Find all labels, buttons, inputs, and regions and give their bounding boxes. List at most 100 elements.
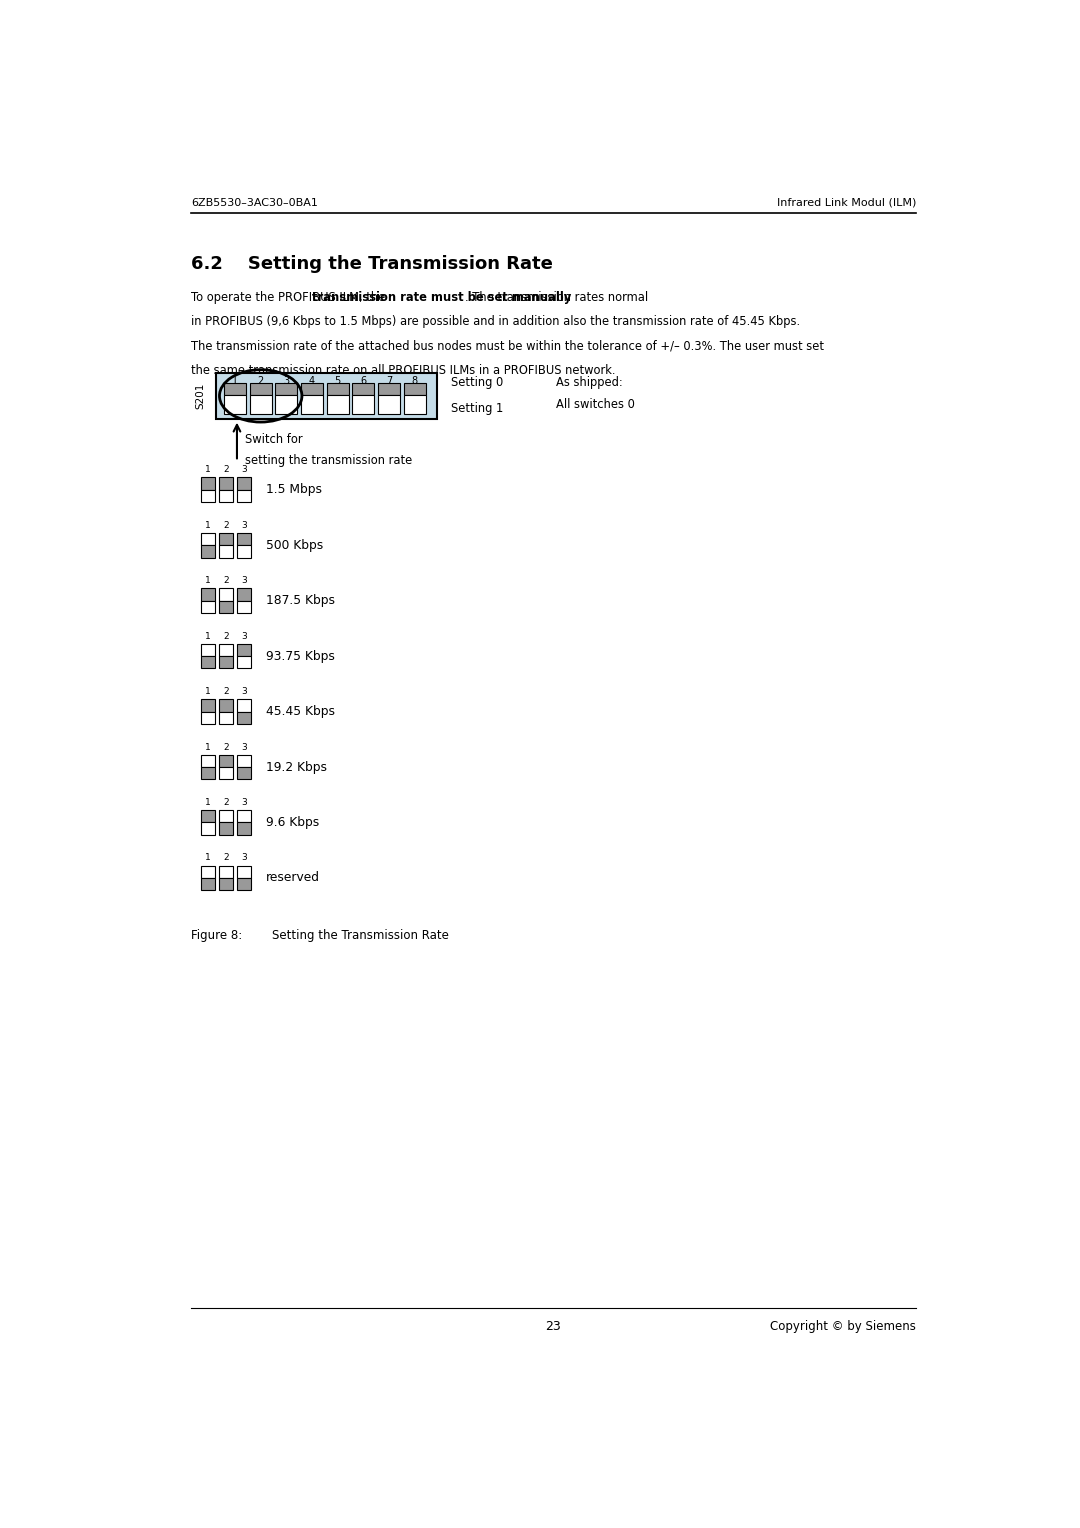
Bar (218, 545, 233, 558)
Bar (225, 394, 246, 414)
Text: 6: 6 (361, 376, 366, 387)
Text: Copyright © by Siemens: Copyright © by Siemens (770, 1320, 916, 1332)
Text: the same transmission rate on all PROFIBUS ILMs in a PROFIBUS network.: the same transmission rate on all PROFIB… (191, 364, 616, 377)
Text: 23: 23 (545, 1320, 562, 1332)
Bar (201, 588, 215, 601)
Text: transmission rate must be set manually: transmission rate must be set manually (312, 292, 571, 304)
Text: 1: 1 (205, 688, 211, 697)
Bar (404, 384, 426, 394)
Text: Setting 0: Setting 0 (451, 376, 503, 388)
Text: 3: 3 (241, 798, 246, 807)
Bar (237, 822, 251, 834)
Text: 2: 2 (258, 376, 264, 387)
Bar (237, 477, 251, 490)
Text: 3: 3 (241, 521, 246, 530)
Bar (237, 712, 251, 724)
Text: 2: 2 (224, 521, 229, 530)
Text: 3: 3 (283, 376, 289, 387)
Text: The transmission rate of the attached bus nodes must be within the tolerance of : The transmission rate of the attached bu… (191, 339, 824, 353)
Text: Switch for: Switch for (245, 432, 302, 446)
Bar (201, 545, 215, 558)
Bar (237, 810, 251, 822)
Text: 3: 3 (241, 466, 246, 474)
Text: Setting the Transmission Rate: Setting the Transmission Rate (272, 929, 449, 943)
Bar (237, 601, 251, 613)
Bar (275, 384, 297, 394)
Bar (237, 643, 251, 656)
Bar (237, 545, 251, 558)
Text: 1: 1 (205, 854, 211, 862)
Bar (201, 533, 215, 545)
Bar (218, 712, 233, 724)
Bar (218, 822, 233, 834)
Text: 3: 3 (241, 854, 246, 862)
Bar (201, 879, 215, 891)
Bar (201, 643, 215, 656)
Text: S201: S201 (195, 382, 206, 410)
Text: 2: 2 (224, 631, 229, 640)
Bar (218, 490, 233, 503)
Text: 2: 2 (224, 688, 229, 697)
Text: Figure 8:: Figure 8: (191, 929, 242, 943)
Text: All switches 0: All switches 0 (556, 399, 635, 411)
Text: 1: 1 (232, 376, 238, 387)
Text: To operate the PROFIBUS ILM, the: To operate the PROFIBUS ILM, the (191, 292, 389, 304)
Text: in PROFIBUS (9,6 Kbps to 1.5 Mbps) are possible and in addition also the transmi: in PROFIBUS (9,6 Kbps to 1.5 Mbps) are p… (191, 315, 800, 329)
Bar (301, 384, 323, 394)
Text: 7: 7 (386, 376, 392, 387)
Text: 2: 2 (224, 466, 229, 474)
Text: 45.45 Kbps: 45.45 Kbps (267, 704, 336, 718)
Bar (237, 879, 251, 891)
Text: Infrared Link Modul (ILM): Infrared Link Modul (ILM) (777, 199, 916, 208)
Text: 6ZB5530–3AC30–0BA1: 6ZB5530–3AC30–0BA1 (191, 199, 318, 208)
Text: 2: 2 (224, 798, 229, 807)
Bar (201, 656, 215, 668)
Bar (201, 767, 215, 779)
Bar (201, 700, 215, 712)
Bar (352, 384, 375, 394)
Text: As shipped:: As shipped: (556, 376, 622, 388)
Bar (218, 700, 233, 712)
Bar (237, 656, 251, 668)
Text: 1.5 Mbps: 1.5 Mbps (267, 483, 322, 497)
Bar (237, 767, 251, 779)
Bar (201, 810, 215, 822)
Text: 500 Kbps: 500 Kbps (267, 539, 324, 552)
Text: 8: 8 (411, 376, 418, 387)
Bar (237, 755, 251, 767)
Text: 1: 1 (205, 521, 211, 530)
Bar (225, 384, 246, 394)
Bar (327, 394, 349, 414)
Text: setting the transmission rate: setting the transmission rate (245, 454, 411, 468)
Text: 19.2 Kbps: 19.2 Kbps (267, 761, 327, 773)
Bar (201, 865, 215, 879)
Text: 5: 5 (335, 376, 341, 387)
Bar (327, 384, 349, 394)
Bar (218, 588, 233, 601)
Text: Setting 1: Setting 1 (451, 402, 503, 416)
Bar (352, 394, 375, 414)
Bar (218, 865, 233, 879)
Text: 3: 3 (241, 631, 246, 640)
Text: 187.5 Kbps: 187.5 Kbps (267, 594, 336, 607)
Bar (237, 865, 251, 879)
Text: 4: 4 (309, 376, 315, 387)
Bar (378, 384, 400, 394)
Text: 3: 3 (241, 743, 246, 752)
Bar (378, 394, 400, 414)
Text: reserved: reserved (267, 871, 321, 885)
Bar (404, 394, 426, 414)
Bar (275, 394, 297, 414)
Bar (218, 755, 233, 767)
Text: 1: 1 (205, 576, 211, 585)
Bar (237, 490, 251, 503)
Text: 1: 1 (205, 743, 211, 752)
Bar (237, 700, 251, 712)
Text: 2: 2 (224, 854, 229, 862)
Bar (201, 755, 215, 767)
Bar (201, 601, 215, 613)
Text: 1: 1 (205, 798, 211, 807)
Bar (216, 373, 437, 419)
Text: 6.2    Setting the Transmission Rate: 6.2 Setting the Transmission Rate (191, 255, 553, 274)
Text: 3: 3 (241, 688, 246, 697)
